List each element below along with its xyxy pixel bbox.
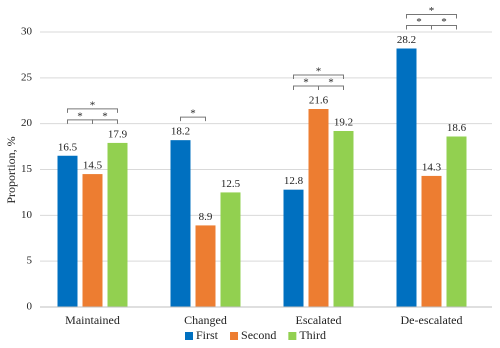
bar	[82, 174, 103, 307]
data-label: 16.5	[58, 141, 78, 153]
x-tick-label: De-escalated	[401, 313, 463, 327]
significance-label: *	[90, 99, 96, 111]
bar	[421, 175, 442, 307]
significance-label: *	[303, 77, 309, 89]
legend-label: Third	[299, 328, 326, 342]
legend-swatch	[185, 332, 193, 340]
data-label: 18.6	[447, 122, 467, 134]
data-label: 12.5	[221, 178, 241, 190]
data-label: 17.9	[108, 128, 128, 140]
y-tick-label: 20	[21, 117, 33, 129]
significance-bracket	[92, 119, 118, 124]
significance-bracket	[180, 116, 206, 122]
y-tick-label: 15	[21, 163, 33, 175]
legend-swatch	[288, 332, 297, 340]
significance-label: *	[102, 110, 108, 122]
data-label: 28.2	[397, 34, 416, 46]
significance-label: *	[316, 66, 322, 78]
y-tick-label: 30	[21, 26, 33, 38]
data-label: 19.2	[334, 117, 353, 129]
y-tick-label: 10	[21, 209, 33, 221]
data-label: 14.3	[422, 161, 442, 173]
data-label: 14.5	[83, 160, 103, 172]
bar	[396, 48, 417, 307]
y-tick-label: 0	[27, 301, 33, 313]
bar	[170, 140, 191, 307]
bar	[283, 189, 304, 307]
bar	[220, 192, 241, 307]
bar	[308, 109, 329, 307]
y-tick-label: 25	[21, 71, 33, 83]
x-tick-label: Escalated	[296, 313, 342, 327]
bar	[195, 225, 216, 307]
bar	[333, 131, 354, 307]
significance-bracket	[318, 85, 344, 90]
data-label: 18.2	[171, 126, 190, 138]
significance-label: *	[429, 5, 435, 17]
legend-label: First	[196, 328, 219, 342]
significance-label: *	[190, 108, 196, 120]
data-label: 12.8	[284, 175, 304, 187]
bar	[57, 155, 78, 307]
x-tick-label: Changed	[184, 313, 227, 327]
significance-bracket	[431, 25, 457, 30]
significance-bracket	[293, 74, 344, 79]
significance-label: *	[77, 110, 83, 122]
bar	[446, 136, 467, 307]
legend-swatch	[230, 332, 239, 340]
significance-label: *	[416, 16, 422, 28]
x-tick-label: Maintained	[65, 313, 120, 327]
legend-label: Second	[241, 328, 276, 342]
data-label: 8.9	[199, 211, 213, 223]
y-axis-label: Proportion, %	[4, 136, 18, 203]
y-tick-label: 5	[27, 255, 33, 267]
significance-bracket	[67, 108, 118, 113]
significance-label: *	[328, 77, 334, 89]
data-label: 21.6	[309, 95, 329, 107]
bar	[107, 142, 128, 307]
significance-label: *	[441, 16, 447, 28]
significance-bracket	[406, 14, 457, 19]
